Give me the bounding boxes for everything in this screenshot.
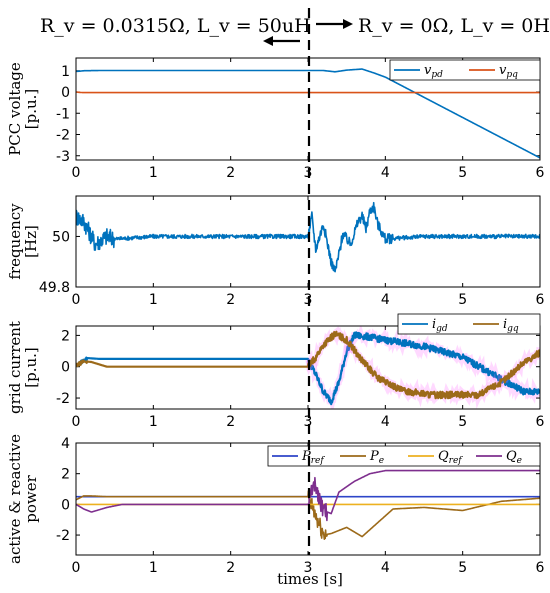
legend: igd igq xyxy=(397,313,541,335)
y-tick-label: -1 xyxy=(56,106,70,122)
x-tick-label: 6 xyxy=(536,560,545,576)
legend-box xyxy=(397,313,541,335)
y-tick-label: 0 xyxy=(61,360,70,376)
x-tick-label: 0 xyxy=(72,560,81,576)
x-tick-label: 6 xyxy=(536,414,545,430)
left-arrow xyxy=(263,36,300,46)
x-tick-label: 1 xyxy=(149,414,158,430)
x-tick-label: 2 xyxy=(226,292,235,308)
x-tick-label: 1 xyxy=(149,560,158,576)
x-axis-label: times [s] xyxy=(277,570,343,588)
x-tick-label: 1 xyxy=(149,292,158,308)
legend-label: Qe xyxy=(506,449,522,466)
x-tick-label: 4 xyxy=(381,560,390,576)
y-tick-label: 0 xyxy=(61,497,70,513)
x-tick-label: 5 xyxy=(458,165,467,181)
legend-label: vpq xyxy=(499,63,518,80)
y-axis-label: active & reactive xyxy=(6,434,24,564)
x-tick-label: 0 xyxy=(72,414,81,430)
y-axis-label: [p.u.] xyxy=(22,347,40,388)
x-tick-label: 0 xyxy=(72,292,81,308)
x-tick-label: 5 xyxy=(458,292,467,308)
legend-label: igq xyxy=(503,317,519,334)
y-tick-label: 4 xyxy=(61,436,70,452)
y-tick-label: -2 xyxy=(56,391,70,407)
legend-label: Pref xyxy=(301,449,325,466)
y-tick-label: -2 xyxy=(56,528,70,544)
y-axis-label: grid current xyxy=(6,321,24,414)
x-tick-label: 5 xyxy=(458,560,467,576)
series-line-v-pd xyxy=(76,68,540,159)
x-tick-label: 6 xyxy=(536,165,545,181)
x-tick-label: 1 xyxy=(149,165,158,181)
x-tick-label: 2 xyxy=(226,560,235,576)
left-annotation: R_v = 0.0315Ω, L_v = 50uH xyxy=(40,15,311,37)
y-axis-label: [p.u.] xyxy=(22,89,40,130)
legend-box xyxy=(267,445,541,467)
y-axis-label: power xyxy=(22,474,40,522)
x-tick-label: 6 xyxy=(536,292,545,308)
y-tick-label: 49.8 xyxy=(39,280,70,296)
x-tick-label: 4 xyxy=(381,292,390,308)
x-tick-label: 4 xyxy=(381,165,390,181)
y-axis-label: frequency xyxy=(6,203,24,280)
x-tick-label: 3 xyxy=(304,414,313,430)
y-tick-label: -3 xyxy=(56,149,70,165)
x-tick-label: 3 xyxy=(304,560,313,576)
y-tick-label: 0 xyxy=(61,85,70,101)
y-tick-label: 2 xyxy=(61,328,70,344)
y-tick-label: 2 xyxy=(61,467,70,483)
y-axis-label: PCC voltage xyxy=(6,62,24,156)
y-tick-label: 1 xyxy=(61,64,70,80)
x-tick-label: 2 xyxy=(226,414,235,430)
y-tick-label: -2 xyxy=(56,128,70,144)
legend-box xyxy=(389,59,541,81)
x-tick-label: 4 xyxy=(381,414,390,430)
x-tick-label: 5 xyxy=(458,414,467,430)
legend-label: Pe xyxy=(369,449,384,466)
x-tick-label: 2 xyxy=(226,165,235,181)
legend-label: vpd xyxy=(424,63,443,80)
x-tick-label: 0 xyxy=(72,165,81,181)
legend: vpd vpq xyxy=(389,59,541,81)
right-arrow xyxy=(316,19,353,29)
right-annotation: R_v = 0Ω, L_v = 0H xyxy=(358,15,550,37)
legend-label: igd xyxy=(432,317,448,334)
legend-label: Qref xyxy=(438,449,463,466)
y-tick-label: 50 xyxy=(52,229,70,245)
legend: Pref Pe Qref Qe xyxy=(267,445,541,467)
y-axis-label: [Hz] xyxy=(22,225,40,258)
series-line-i-gd xyxy=(76,331,540,406)
